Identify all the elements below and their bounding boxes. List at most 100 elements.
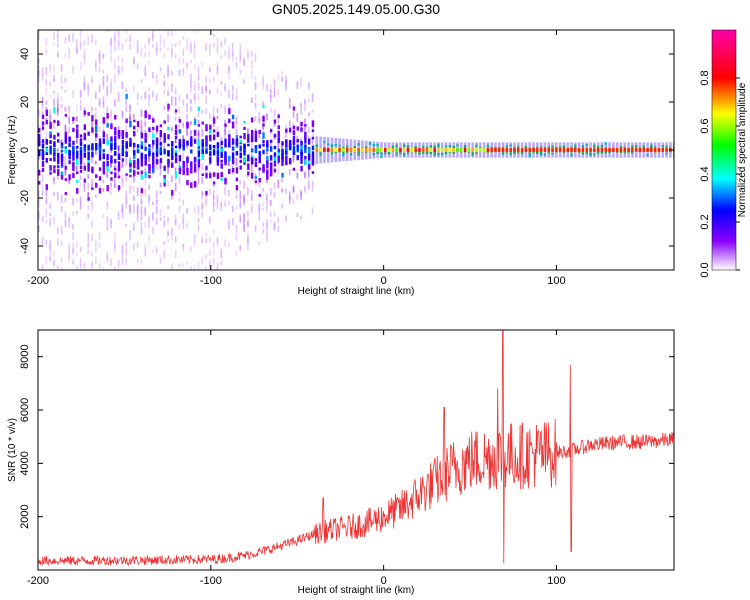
spectrogram-cell <box>239 165 242 169</box>
spectrogram-ridge <box>642 148 646 152</box>
spectrogram-cell <box>182 263 185 267</box>
spectrogram-cell <box>193 182 197 188</box>
spectrogram-cell <box>110 142 113 149</box>
spectrogram-cell <box>60 74 63 84</box>
spectrogram-cells <box>38 30 674 270</box>
spectrogram-cell <box>64 137 68 144</box>
spectrogram-cell <box>79 39 82 46</box>
spectrogram-cell <box>182 243 185 247</box>
spectrogram-cell <box>140 229 143 235</box>
spectrogram-cell <box>186 127 188 136</box>
spectrogram-cell <box>114 33 116 43</box>
spectrogram-cell <box>159 257 162 264</box>
spectrogram-cell <box>136 190 139 195</box>
spectrogram-cell <box>247 188 249 196</box>
spectrogram-cell <box>152 145 154 153</box>
spectrogram-cell <box>38 58 40 64</box>
spectrogram-cell <box>144 72 147 77</box>
spectrogram-cell <box>106 165 109 172</box>
spectrogram-cell <box>600 144 604 148</box>
spectrogram-cell <box>205 126 208 132</box>
spectrogram-cell <box>64 114 68 117</box>
spectrogram-cell <box>243 57 245 67</box>
spectrogram-cell <box>91 260 93 269</box>
spectrogram-cell <box>171 148 174 155</box>
spectrogram-cell <box>364 146 368 149</box>
spectrogram-cell <box>205 42 207 51</box>
spectrogram-ridge <box>452 148 455 152</box>
spectrogram-cell <box>319 152 322 155</box>
spectrogram-ridge <box>612 148 615 152</box>
spectrogram-cell <box>144 171 147 178</box>
spectrogram-cell <box>258 130 261 139</box>
spectrogram-cell <box>106 162 109 167</box>
spectrogram-cell <box>254 93 257 101</box>
spectrogram-cell <box>91 220 93 225</box>
spectrogram-cell <box>197 68 200 76</box>
spectrogram-cell <box>140 205 143 214</box>
spectrogram-cell <box>311 155 315 161</box>
spectrogram-cell <box>57 34 59 43</box>
spectrogram-cell <box>296 80 299 87</box>
spectrogram-cell <box>319 154 322 156</box>
spectrogram-cell <box>235 56 238 60</box>
spectrogram-cell <box>125 136 128 146</box>
spectrogram-cell <box>87 151 90 157</box>
spectrogram-cell <box>144 110 147 117</box>
spectrogram-cell <box>197 66 200 72</box>
spectrogram-cell <box>64 178 68 182</box>
spectrogram-cell <box>269 94 272 103</box>
spectrogram-cell <box>228 134 231 141</box>
spectrogram-cell <box>220 41 223 47</box>
spectrogram-cell <box>45 219 48 224</box>
spectrogram-cell <box>216 200 219 210</box>
spectrogram-cell <box>536 146 539 149</box>
spectrogram-cell <box>60 225 63 235</box>
spectrogram-cell <box>197 205 200 215</box>
spectrogram-cell <box>539 153 543 156</box>
spectrogram-cell <box>307 168 310 176</box>
spectrogram-cell <box>57 165 60 169</box>
spectrogram-cell <box>433 151 436 154</box>
spectrogram-cell <box>486 144 490 148</box>
spectrogram-cell <box>102 162 106 167</box>
spectrogram-cell <box>49 213 52 217</box>
spectrogram-cell <box>197 169 200 178</box>
spectrogram-cell <box>235 224 238 234</box>
spectrogram-cell <box>148 147 151 153</box>
spectrogram-cell <box>197 225 200 232</box>
spectrogram-cell <box>87 90 90 96</box>
spectrogram-cell <box>345 151 349 154</box>
spectrogram-ridge <box>665 148 668 152</box>
spectrogram-cell <box>254 180 258 184</box>
spectrogram-cell <box>38 211 40 221</box>
spectrogram-cell <box>76 128 79 135</box>
spectrogram-cell <box>254 116 257 122</box>
spectrogram-cell <box>49 148 52 155</box>
spectrogram-cell <box>83 40 86 46</box>
spectrogram-cell <box>136 213 139 221</box>
spectrogram-cell <box>129 142 132 147</box>
spectrogram-cell <box>228 189 230 197</box>
spectrogram-cell <box>98 167 102 171</box>
spectrogram-ridge <box>403 148 406 152</box>
spectrogram-cell <box>212 195 215 205</box>
spectrogram-ridge <box>380 148 383 152</box>
spectrogram-cell <box>182 161 185 166</box>
spectrogram-cell <box>110 38 112 46</box>
spectrogram-cell <box>296 169 299 173</box>
spectrogram-cell <box>311 145 315 151</box>
spectrogram-cell <box>509 152 512 156</box>
spectrogram-cell <box>152 118 155 123</box>
spectrogram-cell <box>91 106 93 111</box>
spectrogram-cell <box>121 134 125 140</box>
spectrogram-cell <box>45 87 48 95</box>
spectrogram-cell <box>212 34 215 38</box>
spectrogram-cell <box>254 102 257 110</box>
spectrogram-cell <box>114 30 116 37</box>
spectrogram-cell <box>155 125 159 132</box>
spectrogram-cell <box>106 184 109 192</box>
spectrogram-cell <box>102 138 106 144</box>
spectrogram-ridge <box>429 148 433 152</box>
spectrogram-cell <box>406 145 410 149</box>
